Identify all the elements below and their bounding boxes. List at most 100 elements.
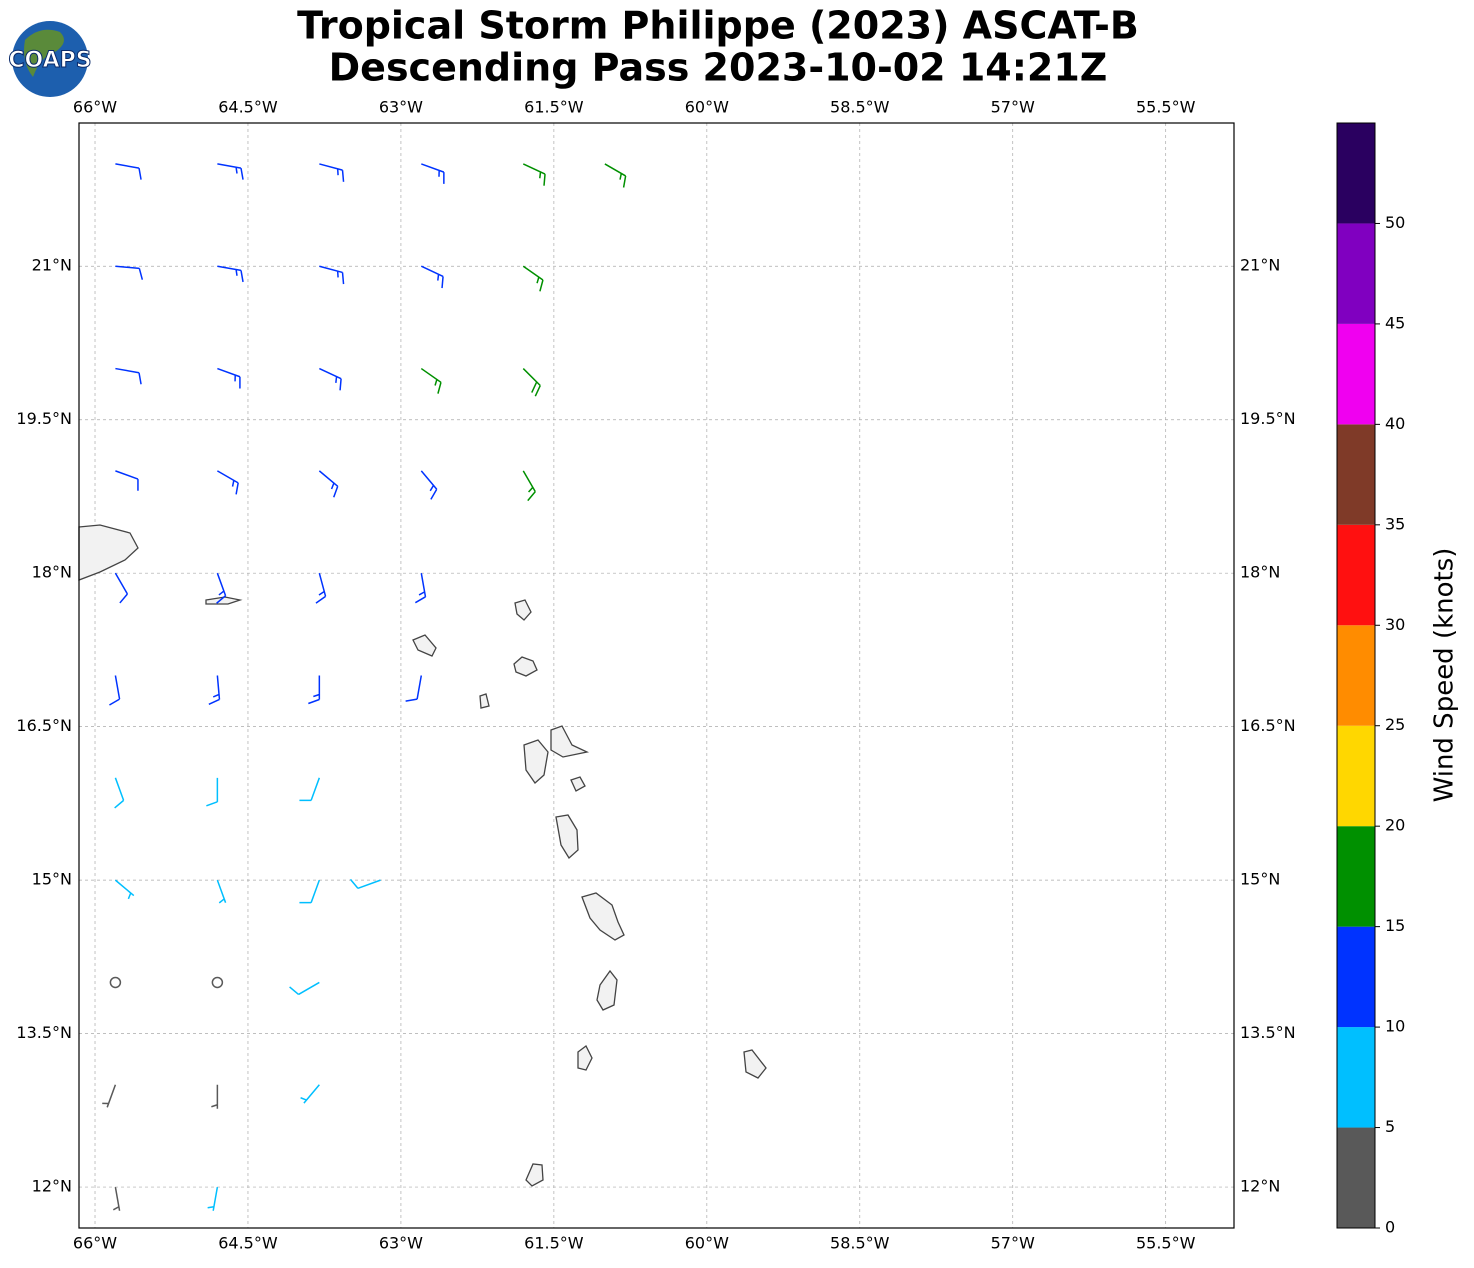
y-tick-label: 16.5°N xyxy=(16,716,72,735)
island xyxy=(205,596,243,605)
x-tick-label: 66°W xyxy=(73,98,117,117)
y-tick-label: 18°N xyxy=(1240,563,1280,582)
x-tick-label: 57°W xyxy=(991,98,1035,117)
island xyxy=(577,1045,593,1071)
y-tick-label: 19.5°N xyxy=(1240,409,1296,428)
island xyxy=(412,634,437,657)
x-tick-label: 63°W xyxy=(379,98,423,117)
island xyxy=(479,693,490,709)
map-frame xyxy=(78,122,1235,1229)
wind-barb xyxy=(217,367,241,389)
y-tick-label: 16.5°N xyxy=(1240,716,1296,735)
wind-calm xyxy=(211,976,224,989)
wind-barb xyxy=(217,265,244,283)
island xyxy=(596,969,618,1011)
island xyxy=(555,814,579,860)
colorbar-segment xyxy=(1337,524,1375,626)
x-tick-label: 64.5°W xyxy=(218,1234,278,1253)
colorbar-segment xyxy=(1337,223,1375,324)
wind-barb xyxy=(319,265,345,285)
colorbar-segment xyxy=(1337,926,1375,1028)
colorbar-tick-label: 45 xyxy=(1385,313,1405,332)
wind-barb xyxy=(217,163,244,180)
wind-barb xyxy=(315,572,327,604)
x-tick-label: 61.5°W xyxy=(524,98,584,117)
island xyxy=(743,1049,767,1079)
x-tick-label: 58.5°W xyxy=(830,98,890,117)
wind-barb xyxy=(420,470,438,500)
island xyxy=(514,599,532,621)
wind-barb xyxy=(114,879,135,900)
x-tick-label: 60°W xyxy=(685,1234,729,1253)
y-tick-label: 12°N xyxy=(1240,1177,1280,1196)
colorbar-label: Wind Speed (knots) xyxy=(1430,548,1460,803)
y-tick-label: 15°N xyxy=(32,870,72,889)
wind-barb xyxy=(115,367,142,385)
wind-barb xyxy=(216,470,239,495)
colorbar-segment xyxy=(1337,1127,1375,1228)
coastlines xyxy=(78,524,767,1187)
colorbar-tick-label: 40 xyxy=(1385,414,1405,433)
wind-barb xyxy=(216,879,227,904)
island xyxy=(513,656,538,677)
colorbar-segment xyxy=(1337,1027,1375,1128)
island xyxy=(525,1163,544,1187)
wind-barb xyxy=(319,367,342,391)
colorbar-segment xyxy=(1337,123,1375,224)
wind-barb xyxy=(216,572,227,604)
colorbar-segment xyxy=(1337,323,1375,425)
y-tick-label: 15°N xyxy=(1240,870,1280,889)
x-tick-label: 58.5°W xyxy=(830,1234,890,1253)
wind-barb xyxy=(114,572,129,604)
colorbar-tick-label: 50 xyxy=(1385,213,1405,232)
logo-land xyxy=(24,29,64,77)
y-tick-label: 21°N xyxy=(32,256,72,275)
wind-barb xyxy=(115,163,142,180)
wind-barb xyxy=(308,675,321,705)
colorbar-segment xyxy=(1337,625,1375,726)
wind-barb xyxy=(109,675,121,706)
x-tick-label: 61.5°W xyxy=(524,1234,584,1253)
wind-barb xyxy=(115,470,139,491)
x-tick-label: 60°W xyxy=(685,98,729,117)
wind-calm xyxy=(109,976,122,989)
island xyxy=(570,776,586,792)
y-tick-label: 13.5°N xyxy=(1240,1023,1296,1042)
y-tick-label: 18°N xyxy=(32,563,72,582)
x-tick-label: 66°W xyxy=(73,1234,117,1253)
wind-barb xyxy=(299,879,321,904)
wind-barb xyxy=(522,368,541,397)
island xyxy=(581,892,625,941)
wind-barb xyxy=(114,777,125,809)
y-tick-label: 12°N xyxy=(32,1177,72,1196)
colorbar-segment xyxy=(1337,424,1375,525)
y-tick-label: 21°N xyxy=(1240,256,1280,275)
logo: COAPS xyxy=(8,21,92,97)
wind-barb xyxy=(289,981,320,996)
colorbar-tick-label: 30 xyxy=(1385,615,1405,634)
y-tick-label: 19.5°N xyxy=(16,409,72,428)
wind-barb xyxy=(349,878,381,890)
colorbar-tick-label: 20 xyxy=(1385,816,1405,835)
chart-title: Tropical Storm Philippe (2023) ASCAT-B xyxy=(297,4,1139,48)
wind-barb xyxy=(102,1084,117,1108)
wind-barb xyxy=(300,1084,320,1104)
wind-barb xyxy=(115,265,144,280)
colorbar-segment xyxy=(1337,826,1375,927)
wind-barb xyxy=(414,573,427,604)
wind-barb xyxy=(319,163,345,182)
wind-barb xyxy=(207,1186,219,1211)
island xyxy=(78,524,139,581)
logo-text: COAPS xyxy=(8,48,91,73)
colorbar-segment xyxy=(1337,725,1375,827)
x-tick-label: 55.5°W xyxy=(1136,1234,1196,1253)
x-tick-label: 55.5°W xyxy=(1136,98,1196,117)
colorbar-tick-label: 0 xyxy=(1385,1218,1395,1237)
wind-barb xyxy=(208,675,221,706)
wind-barb xyxy=(112,1186,121,1211)
wind-barb xyxy=(421,163,445,184)
wind-barb xyxy=(604,163,627,188)
colorbar-frame xyxy=(1336,122,1376,1229)
